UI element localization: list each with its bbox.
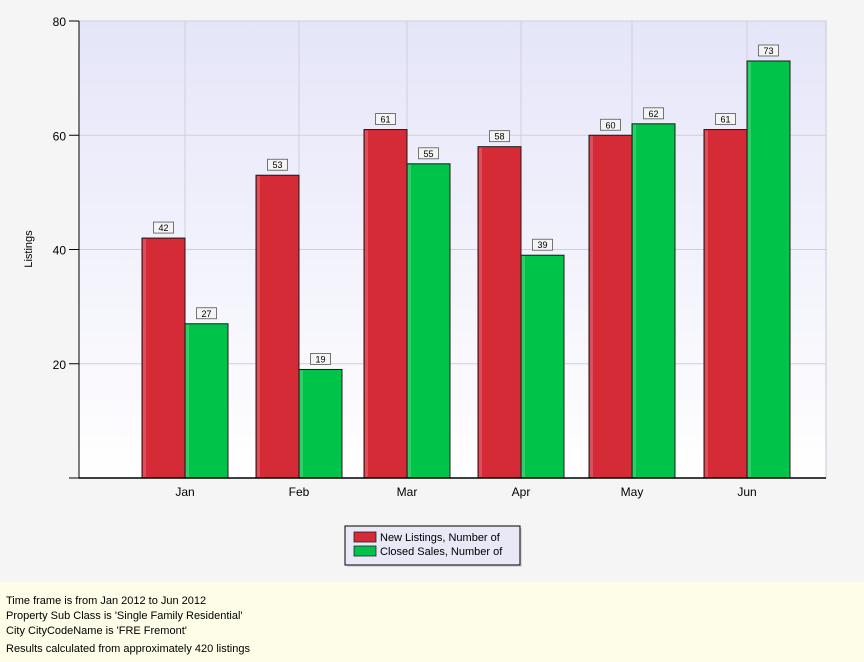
bar-closed-sales-jun bbox=[746, 60, 791, 479]
bar-new-listings-may bbox=[588, 134, 633, 479]
y-tick-label: 60 bbox=[53, 129, 67, 143]
city-text: City CityCodeName is 'FRE Fremont' bbox=[6, 625, 187, 637]
bar-highlight bbox=[143, 239, 146, 477]
bar-new-listings-feb bbox=[255, 174, 300, 479]
bar-highlight bbox=[408, 164, 411, 477]
bar-closed-sales-may bbox=[631, 123, 676, 479]
data-label-box bbox=[643, 107, 664, 120]
property-class-text: Property Sub Class is 'Single Family Res… bbox=[6, 610, 243, 622]
bar-highlight bbox=[300, 370, 303, 477]
x-tick-label-feb: Feb bbox=[289, 485, 310, 499]
bar-closed-sales-mar bbox=[406, 163, 451, 479]
data-label-box bbox=[153, 221, 174, 234]
bar-new-listings-jan bbox=[141, 237, 186, 479]
data-label-box bbox=[267, 158, 288, 171]
report-criteria: Time frame is from Jan 2012 to Jun 2012 … bbox=[0, 582, 864, 662]
x-tick-label-apr: Apr bbox=[512, 485, 531, 499]
legend-entry: Closed Sales, Number of bbox=[380, 546, 503, 558]
data-label-box bbox=[758, 44, 779, 57]
data-label-box bbox=[532, 238, 553, 251]
data-label: 61 bbox=[720, 115, 730, 125]
data-label-box bbox=[310, 353, 331, 365]
bar-highlight bbox=[522, 256, 525, 477]
y-axis-label: Listings bbox=[23, 230, 35, 268]
data-label-box bbox=[418, 147, 439, 160]
data-label: 62 bbox=[648, 109, 658, 119]
bar-highlight bbox=[479, 147, 482, 478]
bar-new-listings-apr bbox=[477, 146, 522, 479]
data-label: 27 bbox=[201, 309, 211, 319]
bar-highlight bbox=[186, 324, 189, 477]
bar-chart: 20 40 60 80 42 27 Jan 53 19 Feb 61 55 Mar 58 39 Apr 60 62… bbox=[23, 15, 827, 567]
y-tick-label: 40 bbox=[53, 244, 67, 258]
bar-closed-sales-feb bbox=[298, 368, 343, 479]
chart-area: 20 40 60 80 42 27 Jan 53 19 Feb 61 55 Mar 58 39 Apr 60 62… bbox=[23, 15, 827, 567]
bar-closed-sales-jan bbox=[184, 323, 229, 479]
bar-highlight bbox=[257, 176, 260, 478]
bar-highlight bbox=[633, 124, 636, 477]
data-label-box bbox=[715, 113, 736, 125]
data-label: 19 bbox=[315, 354, 325, 364]
data-label: 61 bbox=[380, 115, 390, 125]
bar-highlight bbox=[590, 136, 593, 477]
x-tick-label-jan: Jan bbox=[175, 485, 194, 499]
bar-highlight bbox=[705, 130, 708, 477]
data-label: 60 bbox=[605, 120, 615, 130]
legend-entry: New Listings, Number of bbox=[380, 532, 501, 544]
data-label: 53 bbox=[272, 160, 282, 170]
bar-new-listings-mar bbox=[363, 129, 408, 479]
y-tick-label: 20 bbox=[53, 358, 67, 372]
data-label: 73 bbox=[763, 46, 773, 56]
data-label: 58 bbox=[494, 132, 504, 142]
bar-highlight bbox=[365, 130, 368, 477]
data-label-box bbox=[196, 307, 217, 320]
x-tick-label-jun: Jun bbox=[737, 485, 756, 499]
x-tick-label-mar: Mar bbox=[397, 485, 418, 499]
legend-swatch bbox=[353, 545, 377, 557]
data-label-box bbox=[600, 118, 621, 131]
legend: New Listings, Number of Closed Sales, Num… bbox=[344, 525, 522, 567]
data-label: 39 bbox=[537, 240, 547, 250]
legend-swatch bbox=[353, 531, 377, 543]
data-label: 42 bbox=[158, 223, 168, 233]
y-tick-label: 80 bbox=[53, 15, 67, 29]
x-tick-label-may: May bbox=[621, 485, 644, 499]
timeframe-text: Time frame is from Jan 2012 to Jun 2012 bbox=[6, 595, 207, 607]
data-label-box bbox=[375, 113, 396, 125]
bar-closed-sales-apr bbox=[520, 254, 565, 479]
results-text: Results calculated from approximately 42… bbox=[6, 643, 250, 655]
bar-highlight bbox=[748, 61, 751, 478]
data-label: 55 bbox=[423, 149, 433, 159]
data-label-box bbox=[489, 130, 510, 143]
bar-new-listings-jun bbox=[703, 129, 748, 479]
